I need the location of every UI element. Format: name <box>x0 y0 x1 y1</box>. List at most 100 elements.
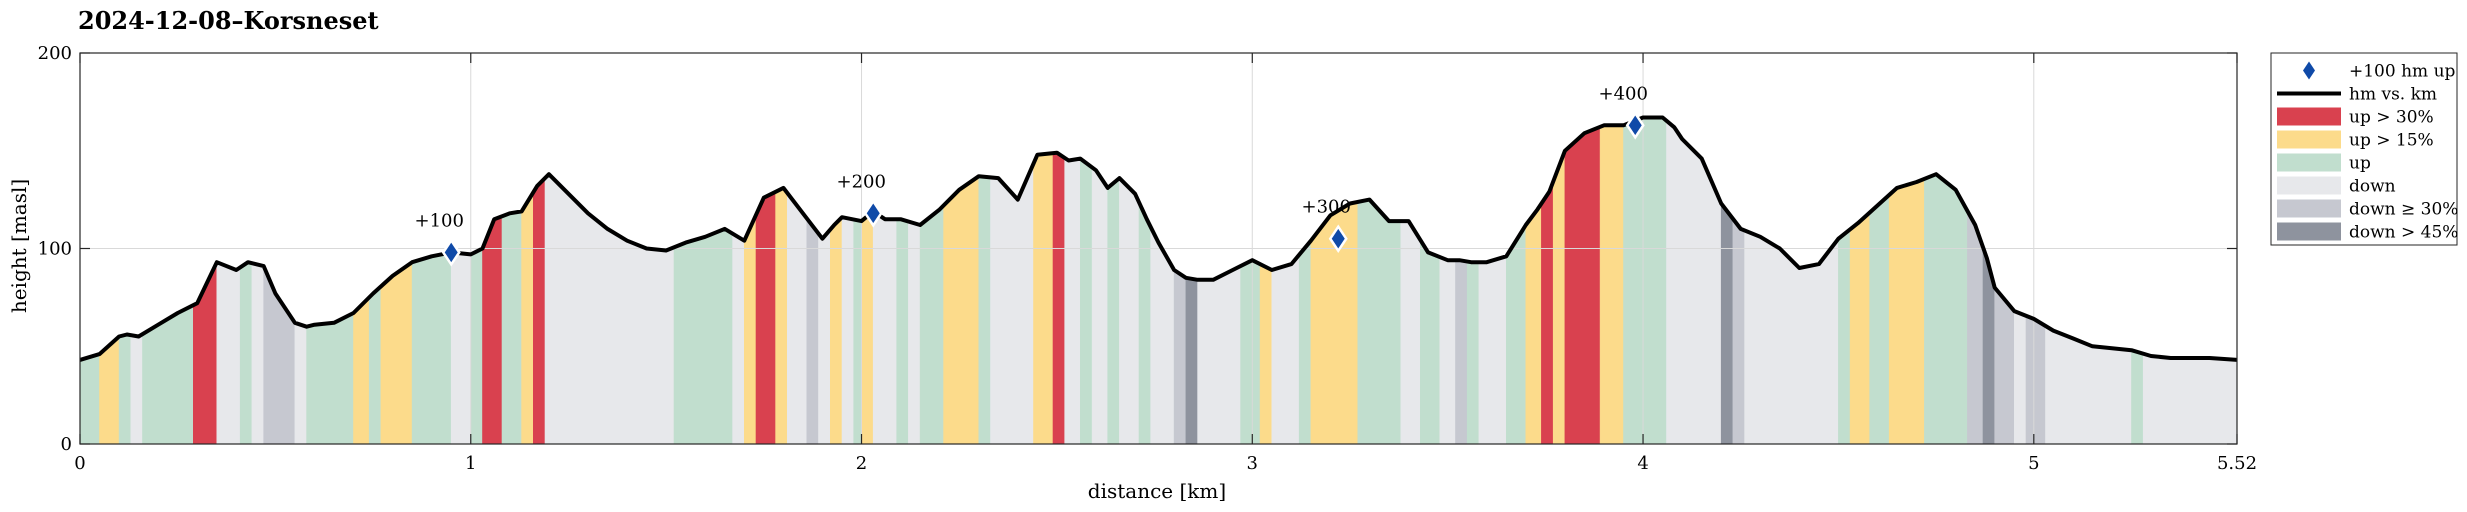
segment-up30 <box>1052 152 1065 445</box>
y-tick-label: 200 <box>38 43 72 64</box>
segment-up <box>501 211 522 445</box>
segment-up15 <box>1033 152 1054 445</box>
segment-down <box>818 228 831 445</box>
legend-swatch-up30 <box>2277 107 2341 126</box>
segment-down <box>216 261 241 445</box>
segment-up <box>1080 158 1093 445</box>
segment-down <box>1666 120 1722 445</box>
segment-up30 <box>482 215 503 445</box>
segment-down30 <box>2025 315 2046 445</box>
segment-down30 <box>263 265 296 445</box>
segment-down45 <box>1720 202 1734 445</box>
hm-marker-label: +400 <box>1599 83 1648 104</box>
legend-label: hm vs. km <box>2349 85 2437 105</box>
legend-swatch-down45 <box>2277 222 2341 241</box>
legend-label: down ≥ 30% <box>2349 200 2458 220</box>
segment-up15 <box>943 175 980 445</box>
legend-marker-icon <box>2303 61 2315 80</box>
segment-up15 <box>1552 150 1566 445</box>
segment-down <box>130 333 143 445</box>
legend-label: up > 30% <box>2349 108 2434 128</box>
segment-up15 <box>830 216 843 445</box>
segment-up30 <box>533 177 546 445</box>
segment-up <box>1506 223 1527 445</box>
hm-marker-label: +300 <box>1302 197 1351 218</box>
segment-up15 <box>1525 202 1542 445</box>
segment-down <box>1091 166 1108 445</box>
hm-marker-label: +200 <box>837 171 886 192</box>
segment-up15 <box>521 191 534 445</box>
hm-marker <box>1328 224 1348 253</box>
segment-up <box>411 252 452 445</box>
segment-up <box>1869 194 1890 445</box>
y-tick-label: 0 <box>61 434 72 455</box>
segment-up <box>1924 173 1968 445</box>
segment-down <box>908 221 921 445</box>
segment-up <box>1623 117 1667 445</box>
segment-up <box>1240 259 1261 445</box>
segment-up <box>1838 228 1851 445</box>
hm-marker-label: +100 <box>414 210 463 231</box>
segment-down <box>787 192 808 445</box>
legend-label: down > 45% <box>2349 223 2458 243</box>
legend-swatch-down30 <box>2277 199 2341 218</box>
segment-up <box>79 353 100 445</box>
segment-down30 <box>1994 286 2015 445</box>
grade-segments <box>79 117 2238 445</box>
segment-up15 <box>861 210 874 445</box>
segment-up15 <box>775 187 788 445</box>
segment-up <box>919 204 944 445</box>
segment-down30 <box>806 217 819 445</box>
segment-down <box>544 173 675 445</box>
segment-up <box>368 285 382 445</box>
legend-label: up <box>2349 154 2371 174</box>
legend-swatch-down <box>2277 176 2341 195</box>
segment-up <box>239 261 253 445</box>
segment-down <box>872 210 897 445</box>
segment-up <box>1357 199 1402 445</box>
segment-up <box>1466 261 1480 445</box>
y-tick-label: 100 <box>38 239 72 260</box>
segment-down <box>1400 220 1421 445</box>
segment-up <box>1107 177 1120 445</box>
segment-up <box>1138 202 1151 445</box>
segment-up <box>470 248 483 445</box>
segment-down45 <box>1185 277 1198 445</box>
segment-up <box>673 228 733 445</box>
segment-down30 <box>1173 269 1187 445</box>
segment-up15 <box>1888 178 1925 445</box>
segment-down <box>2014 310 2027 445</box>
hm-marker <box>863 199 883 228</box>
segment-up <box>1420 238 1441 445</box>
hm-marker <box>1625 111 1645 140</box>
y-axis-label: height [masl] <box>7 179 31 313</box>
segment-down <box>841 216 854 445</box>
segment-down <box>1271 253 1300 445</box>
segment-up15 <box>1599 125 1624 445</box>
legend: +100 hm up hm vs. km up > 30% up > 15% up dow… <box>2270 52 2458 246</box>
segment-up30 <box>755 191 776 445</box>
profile-group <box>79 115 2238 362</box>
x-tick-label: 2 <box>856 453 867 474</box>
x-tick-label: 5.52 <box>2217 453 2257 474</box>
segment-up <box>853 219 862 445</box>
segment-up15 <box>353 296 370 445</box>
segment-up <box>306 312 354 445</box>
segment-up30 <box>1541 181 1554 445</box>
x-tick-label: 0 <box>74 453 85 474</box>
legend-swatch-up <box>2277 153 2341 172</box>
segment-up <box>978 175 991 445</box>
x-tick-label: 5 <box>2028 453 2039 474</box>
legend-label: up > 15% <box>2349 131 2434 151</box>
segment-down <box>1150 226 1175 445</box>
segment-up <box>896 218 909 445</box>
segment-up30 <box>1564 126 1601 445</box>
profile-line <box>79 115 2238 362</box>
x-tick-label: 3 <box>1247 453 1258 474</box>
x-tick-label: 1 <box>465 453 476 474</box>
segment-up15 <box>1849 211 1870 445</box>
segment-up15 <box>380 261 413 445</box>
hm-marker <box>441 238 461 267</box>
chart-title: 2024-12-08–Korsneset <box>78 6 379 35</box>
